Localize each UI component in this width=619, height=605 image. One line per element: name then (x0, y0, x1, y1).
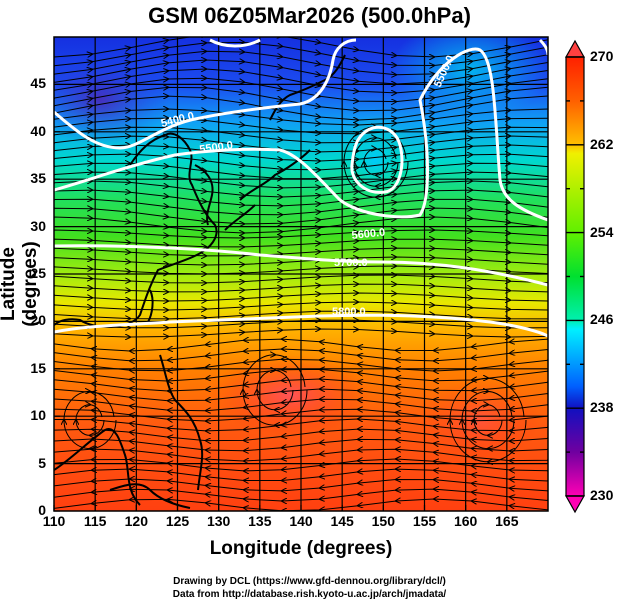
contour-label: 5800.0 (332, 306, 366, 318)
y-tick-label: 0 (38, 502, 46, 518)
x-tick-label: 110 (42, 513, 66, 529)
credit-data-source: Data from http://database.rish.kyoto-u.a… (172, 589, 447, 600)
contour-5700 (54, 244, 548, 287)
colorbar-tick-label: 254 (590, 223, 614, 240)
chart-title: GSM 06Z05Mar2026 (500.0hPa) (148, 3, 471, 28)
x-tick-label: 115 (83, 513, 107, 529)
colorbar-tick-label: 270 (590, 48, 614, 64)
y-tick-label: 20 (30, 312, 46, 329)
coastline-taiwan (147, 289, 154, 323)
coastline-indochina (54, 428, 141, 506)
y-tick-label: 15 (30, 359, 46, 376)
y-tick-label: 30 (30, 217, 46, 234)
y-tick-label: 40 (30, 122, 46, 139)
contour-5400 (54, 38, 357, 150)
colorbar-tick-label: 238 (590, 399, 614, 416)
x-tick-label: 145 (330, 513, 354, 529)
colorbar-tick-marks (566, 56, 584, 497)
x-tick-label: 165 (495, 513, 519, 529)
axis-tick-marks (53, 83, 508, 512)
streamline (54, 499, 548, 511)
x-axis-label: Longitude (degrees) (209, 538, 393, 559)
x-tick-label: 135 (248, 513, 272, 529)
x-tick-label: 155 (412, 513, 437, 529)
colorbar (564, 39, 586, 514)
y-tick-label: 5 (38, 454, 46, 471)
y-tick-label: 35 (30, 170, 46, 187)
y-tick-label: 25 (30, 265, 46, 281)
height-contours (54, 38, 548, 338)
contour-label: 5500.0 (199, 139, 234, 156)
x-tick-label: 125 (165, 513, 190, 529)
y-tick-label: 10 (30, 407, 46, 424)
x-tick-label: 120 (124, 513, 148, 529)
contour-label: 5600.0 (351, 227, 386, 242)
y-tick-label: 45 (30, 75, 46, 92)
x-tick-label: 150 (371, 513, 395, 529)
streamline (54, 284, 548, 292)
contour-label: 5700.0 (334, 257, 368, 269)
contour-cyclone (350, 125, 404, 194)
colorbar-over-triangle (564, 39, 586, 58)
colorbar-tick-label: 230 (590, 487, 614, 503)
colorbar-tick-label: 262 (590, 135, 614, 152)
warm-region-shading (210, 355, 370, 435)
x-tick-label: 140 (289, 513, 313, 529)
streamline (54, 275, 548, 283)
coastline-japan (224, 149, 311, 231)
contour-5500-north (209, 38, 261, 48)
colorbar-tick-label: 246 (590, 311, 614, 328)
map-plot-area: 5400.0 5500.0 5600.0 5700.0 5800.0 5500.… (54, 37, 548, 511)
x-tick-label: 130 (206, 513, 231, 529)
coastline-korea (194, 164, 214, 226)
credit-drawing: Drawing by DCL (https://www.gfd-dennou.o… (173, 576, 446, 587)
contour-5800 (54, 313, 548, 338)
streamline (64, 391, 117, 448)
colorbar-under-triangle (564, 495, 586, 514)
streamline (243, 355, 308, 425)
streamline (54, 293, 548, 301)
contour-5500 (54, 47, 548, 222)
warm-region-shading-2 (420, 380, 540, 460)
streamline (54, 257, 548, 265)
x-tick-label: 160 (453, 513, 478, 529)
